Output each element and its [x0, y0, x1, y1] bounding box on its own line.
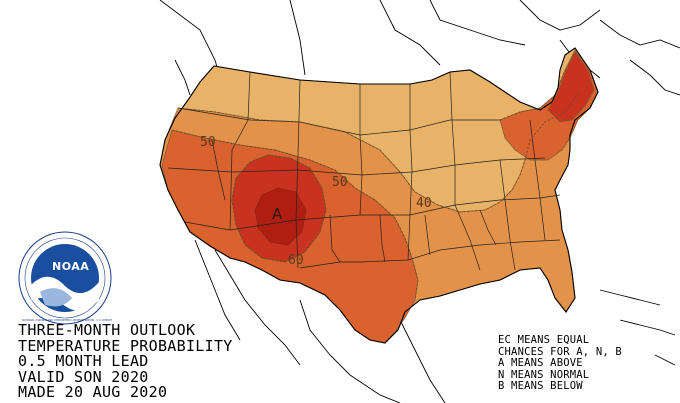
noaa-logo-text: NOAA: [52, 260, 90, 273]
title-line-5: MADE 20 AUG 2020: [18, 383, 168, 401]
conus-outline: [159, 47, 599, 344]
prob-60-70-region-newengland: [547, 51, 595, 123]
legend-line-2: CHANCES FOR A, N, B: [498, 345, 622, 358]
prob-70-80-core: [254, 187, 307, 246]
title-line-4: VALID SON 2020: [18, 367, 149, 386]
outlook-title-block: THREE-MONTH OUTLOOK TEMPERATURE PROBABIL…: [18, 321, 308, 401]
legend-line-4: N MEANS NORMAL: [498, 368, 590, 381]
legend-line-1: EC MEANS EQUAL: [498, 334, 590, 346]
title-line-2: TEMPERATURE PROBABILITY: [18, 336, 233, 355]
contour-label-60: 60: [288, 253, 304, 268]
legend-block: EC MEANS EQUAL CHANCES FOR A, N, B A MEA…: [498, 334, 676, 393]
contour-label-50-center: 50: [332, 175, 348, 190]
title-line-3: 0.5 MONTH LEAD: [18, 352, 149, 370]
noaa-logo: [18, 231, 112, 325]
legend-line-3: A MEANS ABOVE: [498, 357, 583, 369]
state-borders: [167, 71, 561, 271]
noaa-ring-text: NATIONAL OCEANIC AND ATMOSPHERIC ADMINIS…: [22, 319, 112, 322]
legend-line-5: B MEANS BELOW: [498, 380, 583, 392]
contour-label-50-west: 50: [200, 135, 216, 150]
category-letter-above: A: [272, 205, 283, 223]
contour-lines: [171, 69, 581, 301]
title-line-1: THREE-MONTH OUTLOOK: [18, 321, 196, 339]
contour-label-40: 40: [416, 196, 432, 211]
